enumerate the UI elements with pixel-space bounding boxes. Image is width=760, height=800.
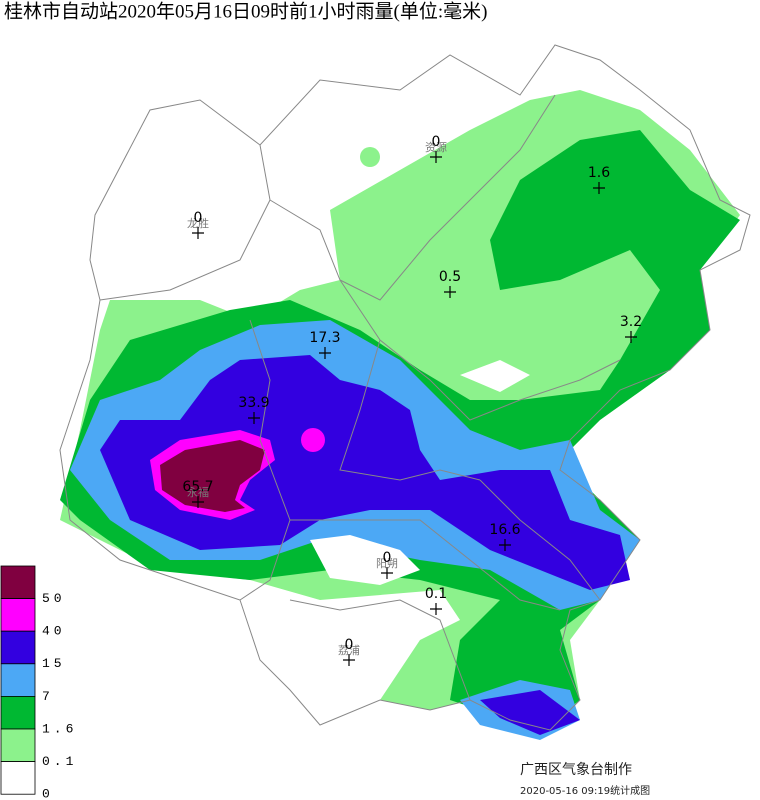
outer-boundary <box>59 44 751 731</box>
station-value: 0 <box>383 550 392 566</box>
station-value: 0.1 <box>425 586 447 602</box>
station-value: 65.7 <box>182 479 213 495</box>
legend-swatch <box>0 696 36 730</box>
county-line <box>259 94 556 301</box>
legend-label: 0.1 <box>42 754 77 769</box>
legend-swatch <box>0 663 36 697</box>
station-marker <box>192 496 204 508</box>
station-marker <box>319 347 331 359</box>
station-name: 荔浦 <box>338 644 360 657</box>
station-marker <box>430 603 442 615</box>
station-value: 0.5 <box>439 269 461 285</box>
station-value: 33.9 <box>238 395 269 411</box>
zone-blue <box>480 690 580 735</box>
station-value: 16.6 <box>489 522 520 538</box>
county-line <box>290 519 561 611</box>
legend: 50 40 15 7 1.6 0.1 0 <box>0 565 77 800</box>
map-title: 桂林市自动站2020年05月16日09时前1小时雨量(单位:毫米) <box>4 0 487 22</box>
county-line <box>289 599 471 701</box>
county-line <box>339 339 481 481</box>
legend-label: 50 <box>42 591 66 606</box>
legend-label: 7 <box>42 689 54 704</box>
station-marker <box>444 286 456 298</box>
zone-light-green <box>360 147 380 167</box>
station-value: 0 <box>194 210 203 226</box>
station-name: 资源 <box>425 140 447 154</box>
legend-swatch <box>0 598 36 632</box>
station-name: 永福 <box>187 485 209 499</box>
county-line <box>479 479 601 601</box>
station-marker <box>192 227 204 239</box>
footer-agency: 广西区气象台制作 <box>520 762 632 778</box>
station-value: 1.6 <box>588 165 610 181</box>
legend-label: 15 <box>42 656 66 671</box>
station-marker <box>381 567 393 579</box>
zone-none <box>460 360 530 392</box>
station-marker <box>343 654 355 666</box>
legend-swatch <box>0 565 36 599</box>
legend-label: 1.6 <box>42 721 77 736</box>
station-marker <box>593 182 605 194</box>
county-line <box>239 319 291 601</box>
station-marker <box>625 331 637 343</box>
legend-swatch <box>0 728 36 762</box>
rain-zones <box>60 90 740 740</box>
zone-magenta <box>301 428 325 452</box>
station-name: 阳朔 <box>376 557 398 570</box>
legend-swatch <box>0 761 36 795</box>
legend-swatch <box>0 630 36 665</box>
boundaries <box>59 44 751 731</box>
station-value: 17.3 <box>309 330 340 346</box>
station-name: 龙胜 <box>187 216 209 230</box>
station-marker <box>248 412 260 424</box>
legend-label: 40 <box>42 624 66 639</box>
station-marker <box>499 539 511 551</box>
footer-timestamp: 2020-05-16 09:19统计成图 <box>520 784 650 797</box>
zone-blue <box>100 355 630 590</box>
county-line <box>99 199 271 301</box>
station-value: 0 <box>345 637 354 653</box>
zone-maroon <box>160 440 265 512</box>
station-value: 3.2 <box>620 314 642 330</box>
legend-label: 0 <box>42 787 54 800</box>
stations: 资源01.6龙胜00.53.217.333.9永福65.716.6阳朔00.1荔… <box>182 134 642 666</box>
station-marker <box>430 151 442 163</box>
station-value: 0 <box>432 134 441 150</box>
